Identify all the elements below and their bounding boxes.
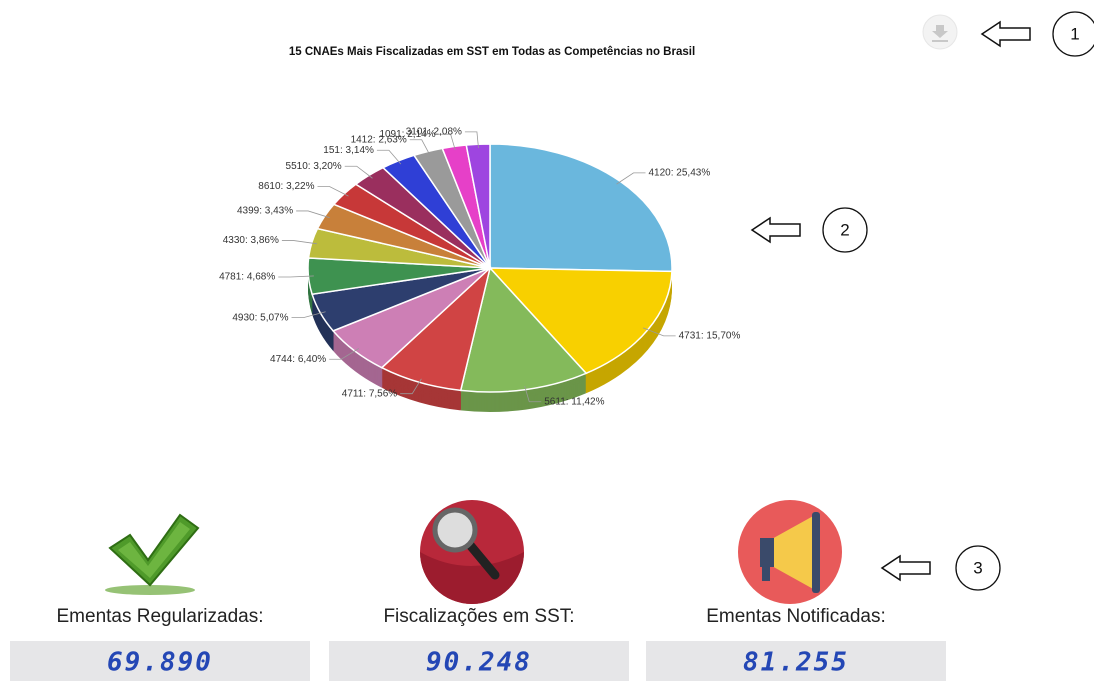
search-icon [420, 500, 524, 604]
leader-line [317, 186, 349, 197]
leader-line [409, 139, 431, 156]
data-label: 4781: 4,68% [219, 272, 275, 283]
leader-line [400, 378, 422, 395]
leader-line [642, 327, 676, 337]
annotation-1: 1 [980, 11, 1094, 57]
data-label: 4731: 15,70% [679, 331, 741, 342]
leader-line [278, 275, 314, 278]
stat-label: Ementas Notificadas: [706, 606, 886, 627]
stat-label: Fiscalizações em SST: [383, 606, 574, 627]
check-icon [105, 513, 200, 595]
data-label: 4399: 3,43% [237, 206, 293, 217]
stats: Ementas Regularizadas: 69.890 Fiscalizaçõe… [10, 606, 946, 681]
leader-line [524, 385, 542, 403]
data-label: 4330: 3,86% [223, 235, 279, 246]
leader-line [296, 210, 330, 219]
stat-label: Ementas Regularizadas: [57, 606, 264, 627]
leader-line [616, 172, 646, 185]
leader-line [344, 165, 373, 179]
leader-line [438, 133, 456, 151]
leader-line [464, 131, 479, 149]
leader-line [376, 149, 402, 165]
stat-value: 69.890 [107, 648, 213, 678]
data-label: 151: 3,14% [323, 145, 374, 156]
data-label: 4930: 5,07% [232, 312, 288, 323]
annotation-3: 3 [880, 545, 1001, 591]
stat-box [329, 641, 629, 681]
data-label: 1412: 2,63% [351, 134, 407, 145]
data-label: 4120: 25,43% [649, 168, 711, 179]
data-label: 5510: 3,20% [286, 161, 342, 172]
stat-box [10, 641, 310, 681]
data-label: 4744: 6,40% [270, 354, 326, 365]
annotation-2: 2 [750, 207, 868, 253]
chart-title: 15 CNAEs Mais Fiscalizadas em SST em Tod… [289, 46, 695, 58]
slice [489, 143, 673, 273]
annotation-number: 3 [973, 558, 982, 577]
annotation-number: 2 [840, 220, 849, 239]
leader-line [291, 311, 326, 319]
data-label: 3101: 2,08% [406, 127, 462, 138]
download-button[interactable] [922, 14, 958, 50]
leader-line [329, 348, 359, 360]
stat-box [646, 641, 946, 681]
stat-value: 90.248 [426, 648, 532, 678]
data-label: 5611: 11,42% [544, 396, 604, 407]
data-label: 4711: 7,56% [342, 388, 398, 399]
annotation-number: 1 [1070, 24, 1079, 43]
data-label: 8610: 3,22% [258, 181, 314, 192]
leader-line [281, 240, 318, 245]
stat-value: 81.255 [743, 648, 849, 678]
data-label: 1091: 2,14% [379, 129, 435, 140]
megaphone-icon [738, 500, 842, 604]
